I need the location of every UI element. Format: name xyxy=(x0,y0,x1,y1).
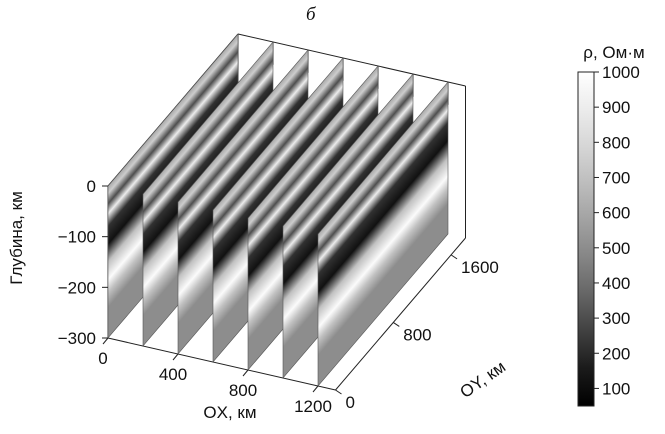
colorbar-tick-label: 100 xyxy=(602,379,630,398)
subfigure-label: б xyxy=(306,4,316,25)
x-tick-label: 800 xyxy=(229,381,257,400)
colorbar-tick-label: 1000 xyxy=(602,63,640,82)
colorbar-tick-label: 500 xyxy=(602,239,630,258)
x-tick-label: 400 xyxy=(159,365,187,384)
colorbar-tick-label: 200 xyxy=(602,344,630,363)
y-tick xyxy=(393,322,400,327)
colorbar-tick-label: 900 xyxy=(602,98,630,117)
colorbar-tick-label: 300 xyxy=(602,309,630,328)
x-tick xyxy=(102,337,109,345)
y-tick-label: 0 xyxy=(346,393,355,412)
x-tick xyxy=(242,369,249,377)
colorbar-tick-label: 600 xyxy=(602,204,630,223)
z-tick-label: −300 xyxy=(58,329,96,348)
x-axis-title: OX, км xyxy=(203,403,256,422)
z-tick-label: −100 xyxy=(58,228,96,247)
x-tick xyxy=(172,353,179,361)
colorbar-tick-label: 800 xyxy=(602,133,630,152)
x-tick xyxy=(312,385,319,393)
y-tick-label: 1600 xyxy=(461,258,499,277)
x-axis-line xyxy=(107,337,336,391)
y-tick-label: 800 xyxy=(403,325,431,344)
x-tick-label: 0 xyxy=(98,349,107,368)
colorbar-ramp xyxy=(577,71,595,407)
slices-group xyxy=(107,33,449,387)
y-axis-line xyxy=(335,237,466,391)
slice-panel xyxy=(318,82,448,386)
y-axis-title: OY, км xyxy=(457,357,510,402)
x-axis: 0 400 800 1200 OX, км xyxy=(98,337,332,422)
slice-6 xyxy=(317,81,449,387)
back-top-edge xyxy=(237,33,466,87)
z-axis-title: Глубина, км xyxy=(7,191,26,285)
colorbar-tick-label: 700 xyxy=(602,168,630,187)
z-tick-label: 0 xyxy=(87,177,96,196)
slice-outline xyxy=(317,81,449,387)
z-axis: 0 −100 −200 −300 Глубина, км xyxy=(7,177,108,348)
x-tick-label: 1200 xyxy=(294,397,332,416)
y-tick xyxy=(450,254,458,260)
colorbar-title: ρ, Ом·м xyxy=(583,43,644,62)
z-tick-label: −200 xyxy=(58,278,96,297)
colorbar-tick-label: 400 xyxy=(602,274,630,293)
y-tick xyxy=(335,389,342,395)
